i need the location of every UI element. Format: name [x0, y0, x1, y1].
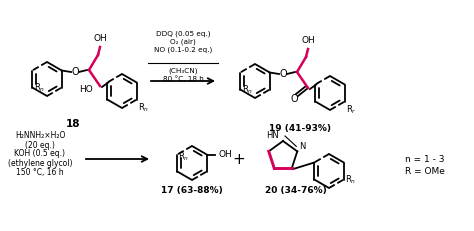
Text: O₂ (air): O₂ (air)	[170, 39, 196, 45]
Text: +: +	[233, 152, 246, 167]
Text: R = OMe: R = OMe	[405, 167, 445, 176]
Text: 18: 18	[66, 119, 80, 129]
Text: 19 (41-93%): 19 (41-93%)	[269, 124, 331, 133]
Text: OH: OH	[301, 36, 315, 45]
Text: R$_r$: R$_r$	[346, 103, 356, 116]
Text: 17 (63-88%): 17 (63-88%)	[161, 186, 223, 195]
Text: 80 °C, 18 h: 80 °C, 18 h	[163, 76, 203, 82]
Text: OH: OH	[93, 34, 107, 43]
Text: O: O	[290, 94, 298, 104]
Text: (ethylene glycol): (ethylene glycol)	[8, 158, 72, 167]
Text: KOH (0.5 eq.): KOH (0.5 eq.)	[15, 149, 65, 158]
Text: O: O	[71, 67, 79, 77]
Text: R$_n$: R$_n$	[138, 101, 149, 114]
Text: (CH₃CN): (CH₃CN)	[168, 68, 198, 74]
Text: H₂NNH₂×H₂O: H₂NNH₂×H₂O	[15, 131, 65, 140]
Text: O: O	[279, 69, 287, 79]
Text: OH: OH	[219, 150, 232, 159]
Text: DDQ (0.05 eq.): DDQ (0.05 eq.)	[156, 31, 210, 37]
Text: 150 °C, 16 h: 150 °C, 16 h	[16, 167, 64, 176]
Text: R$_n$: R$_n$	[34, 82, 45, 94]
Text: (20 eq.): (20 eq.)	[25, 140, 55, 149]
Text: 20 (34-76%): 20 (34-76%)	[265, 186, 327, 195]
Text: n = 1 - 3: n = 1 - 3	[405, 155, 445, 164]
Text: NO (0.1-0.2 eq.): NO (0.1-0.2 eq.)	[154, 47, 212, 53]
Text: R$_n$: R$_n$	[242, 83, 253, 96]
Text: R$_n$: R$_n$	[178, 150, 189, 163]
Text: R$_n$: R$_n$	[345, 173, 356, 186]
Text: HN: HN	[266, 131, 279, 140]
Text: HO: HO	[79, 85, 93, 94]
Text: N: N	[299, 142, 306, 151]
